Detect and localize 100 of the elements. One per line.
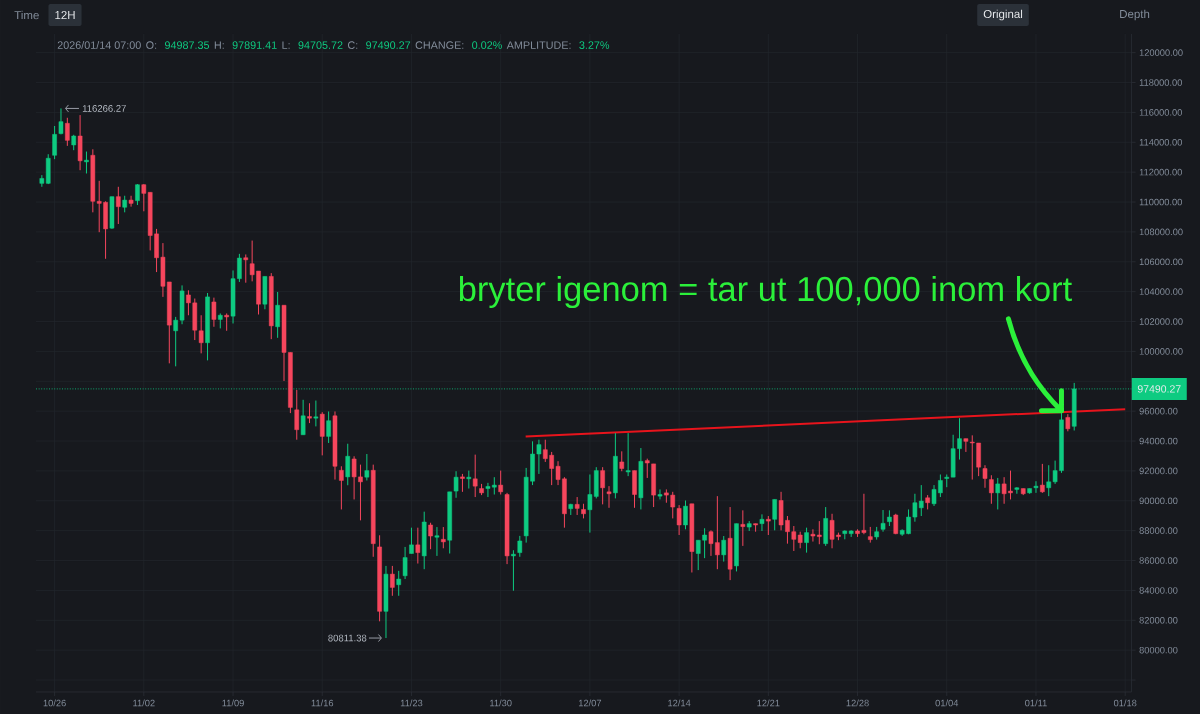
x-tick-label: 12/07: [578, 699, 602, 707]
candlestick: [511, 549, 516, 592]
candlestick: [307, 402, 312, 424]
candlestick: [880, 509, 886, 533]
y-tick-label: 82000.00: [1139, 617, 1178, 624]
x-tick-label: 12/28: [846, 699, 869, 707]
x-tick-label: 11/09: [222, 699, 244, 707]
x-tick-label: 12/21: [757, 699, 780, 707]
candlestick: [632, 470, 637, 509]
x-tick-label: 11/23: [400, 699, 423, 707]
candlestick: [294, 389, 300, 441]
candlestick: [339, 465, 344, 510]
candlestick: [275, 291, 280, 339]
text: 12H: [55, 10, 75, 19]
candlestick: [364, 453, 370, 481]
candlestick: [498, 470, 503, 496]
y-tick-label: 80000.00: [1139, 646, 1178, 654]
annotation: 94705.72: [298, 41, 343, 49]
y-tick-label: 90000.00: [1139, 497, 1178, 505]
candlestick: [472, 454, 478, 498]
annotation: 116266.27: [82, 105, 126, 112]
candlestick: [517, 535, 523, 558]
candlestick: [428, 522, 433, 550]
y-tick-label: 102000.00: [1139, 318, 1183, 325]
y-tick-label: 118000.00: [1139, 79, 1182, 86]
candlestick: [441, 526, 446, 549]
candlestick: [135, 183, 140, 206]
candlestick: [409, 527, 414, 555]
annotation: 97490.27: [366, 41, 411, 49]
candlestick: [415, 527, 421, 565]
candlestick: [319, 411, 325, 456]
annotation: 0.02%: [472, 41, 502, 49]
x-tick-label: 01/04: [935, 699, 959, 707]
y-tick-label: 92000.00: [1139, 467, 1178, 475]
annotation: 94987.35: [164, 41, 210, 49]
y-tick-label: 84000.00: [1139, 587, 1178, 594]
candlestick: [759, 513, 765, 532]
candlestick: [995, 477, 1001, 510]
y-tick-label: 114000.00: [1139, 139, 1182, 146]
candlestick: [116, 186, 121, 225]
annotation: O:: [146, 41, 157, 49]
candlestick: [619, 450, 625, 472]
candlestick: [606, 485, 612, 509]
annotation: L:: [282, 41, 290, 49]
annotation: 97891.41: [232, 41, 277, 49]
candlestick: [1040, 463, 1045, 494]
text: Time: [14, 10, 39, 20]
x-tick-label: 01/18: [1113, 699, 1137, 707]
candlestick: [657, 488, 663, 500]
annotation: CHANGE:: [415, 41, 464, 49]
candlestick: [434, 526, 440, 557]
candlestick: [600, 466, 605, 505]
candlestick: [683, 499, 688, 530]
y-tick-label: 120000.00: [1139, 49, 1183, 56]
candlestick: [766, 515, 771, 536]
candlestick: [243, 253, 249, 284]
candlestick: [721, 535, 727, 563]
text: Original: [983, 9, 1023, 21]
annotation: bryter igenom = tar ut 100,000 inom kort: [459, 275, 1072, 309]
x-tick-label: 11/30: [490, 699, 512, 707]
candlestick: [982, 464, 988, 489]
candlestick: [345, 443, 351, 486]
x-tick-label: 11/16: [311, 699, 334, 707]
y-tick-label: 96000.00: [1139, 407, 1178, 415]
text: Depth: [1120, 9, 1150, 21]
candlestick: [1014, 486, 1020, 495]
x-tick-label: 10/26: [43, 699, 66, 707]
y-tick-label: 112000.00: [1139, 168, 1182, 176]
candlestick: [740, 509, 746, 547]
y-tick-label: 106000.00: [1139, 258, 1183, 266]
annotation: 80811.38: [328, 634, 367, 642]
candlestick: [58, 107, 64, 135]
candlestick: [396, 570, 402, 597]
annotation: C:: [347, 41, 358, 49]
candlestick: [300, 399, 306, 436]
candlestick: [574, 496, 580, 516]
annotation: AMPLITUDE:: [506, 41, 571, 49]
candlestick: [625, 432, 631, 477]
candlestick: [128, 195, 134, 208]
annotation: 3.27%: [579, 41, 610, 49]
x-tick-label: 01/11: [1025, 699, 1047, 707]
candlestick: [65, 117, 70, 147]
x-tick-label: 12/14: [668, 699, 691, 707]
y-tick-label: 94000.00: [1139, 437, 1178, 445]
candlestick: [313, 400, 319, 427]
candlestick: [84, 151, 89, 174]
x-tick-label: 11/02: [133, 699, 155, 707]
candlestick: [1033, 480, 1039, 494]
candlestick: [804, 527, 809, 554]
y-tick-label: 100000.00: [1139, 348, 1183, 355]
candlestick: [989, 474, 994, 505]
y-tick-label: 108000.00: [1139, 228, 1183, 236]
y-tick-label: 88000.00: [1139, 527, 1178, 534]
candlestick: [676, 504, 682, 536]
y-tick-label: 86000.00: [1139, 557, 1178, 564]
ref-line-label: 97490.27: [1137, 385, 1181, 393]
annotation: H:: [214, 41, 224, 49]
y-tick-label: 116000.00: [1139, 109, 1182, 116]
annotation: 2026/01/14 07:00: [57, 41, 141, 49]
candlestick: [402, 546, 408, 580]
